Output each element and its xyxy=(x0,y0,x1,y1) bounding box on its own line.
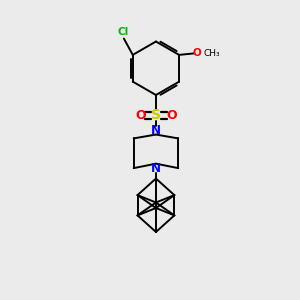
Text: Cl: Cl xyxy=(117,27,129,37)
Text: N: N xyxy=(151,162,161,175)
Text: O: O xyxy=(135,109,146,122)
Text: S: S xyxy=(151,108,161,122)
Text: N: N xyxy=(151,124,161,136)
Text: CH₃: CH₃ xyxy=(203,49,220,58)
Text: O: O xyxy=(166,109,177,122)
Text: O: O xyxy=(193,48,202,59)
